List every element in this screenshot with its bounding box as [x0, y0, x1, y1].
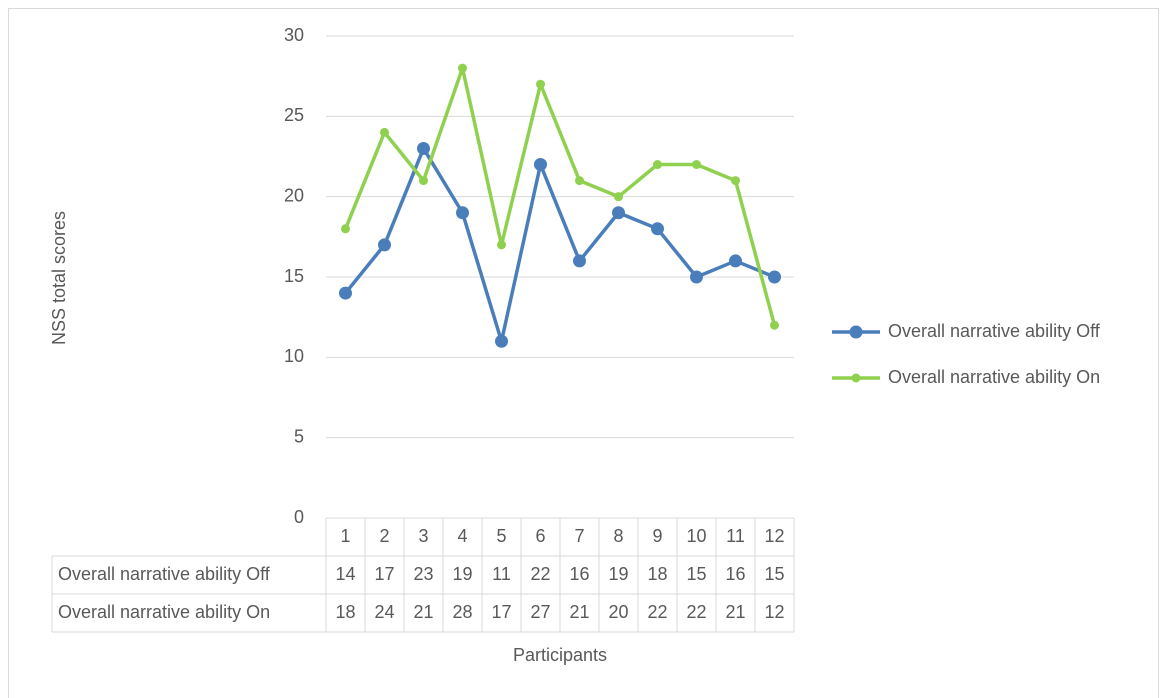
table-value: 22 [530, 564, 550, 584]
legend-marker [851, 373, 861, 383]
table-value: 21 [725, 602, 745, 622]
table-value: 20 [608, 602, 628, 622]
x-tick-label: 3 [418, 526, 428, 546]
table-value: 14 [335, 564, 355, 584]
table-row-label: Overall narrative ability Off [58, 564, 271, 584]
table-value: 16 [725, 564, 745, 584]
data-point [458, 63, 467, 73]
table-value: 22 [686, 602, 706, 622]
data-point [614, 192, 623, 202]
y-tick-label: 25 [284, 105, 304, 125]
table-value: 15 [686, 564, 706, 584]
legend-label: Overall narrative ability On [888, 367, 1100, 387]
y-tick-label: 15 [284, 266, 304, 286]
table-value: 15 [764, 564, 784, 584]
x-tick-label: 2 [379, 526, 389, 546]
y-tick-label: 5 [294, 426, 304, 446]
x-tick-label: 1 [340, 526, 350, 546]
x-tick-label: 12 [764, 526, 784, 546]
y-tick-label: 10 [284, 346, 304, 366]
data-point [495, 334, 508, 348]
data-point [653, 160, 662, 170]
table-value: 21 [569, 602, 589, 622]
table-value: 22 [647, 602, 667, 622]
data-point [456, 206, 469, 220]
data-point [651, 222, 664, 236]
table-value: 17 [491, 602, 511, 622]
data-point [417, 141, 430, 155]
legend-label: Overall narrative ability Off [888, 321, 1101, 341]
series-line [344, 146, 776, 344]
x-tick-label: 6 [535, 526, 545, 546]
table-value: 12 [764, 602, 784, 622]
data-point [575, 176, 584, 186]
y-axis-label: NSS total scores [49, 211, 69, 345]
data-point [573, 254, 586, 268]
table-value: 19 [608, 564, 628, 584]
data-point [534, 158, 547, 172]
data-point [497, 240, 506, 250]
data-point [341, 224, 350, 234]
x-tick-label: 9 [652, 526, 662, 546]
y-tick-label: 30 [284, 25, 304, 45]
x-axis-label: Participants [513, 645, 607, 665]
table-value: 28 [452, 602, 472, 622]
legend-marker [849, 325, 863, 339]
table-value: 23 [413, 564, 433, 584]
x-tick-label: 4 [457, 526, 467, 546]
data-point [692, 160, 701, 170]
x-tick-label: 10 [686, 526, 706, 546]
data-point [690, 270, 703, 284]
y-tick-label: 0 [294, 507, 304, 527]
table-value: 18 [335, 602, 355, 622]
x-tick-label: 5 [496, 526, 506, 546]
table-value: 24 [374, 602, 394, 622]
data-point [612, 206, 625, 220]
data-point [419, 176, 428, 186]
table-value: 18 [647, 564, 667, 584]
table-value: 11 [492, 564, 511, 584]
x-tick-label: 8 [613, 526, 623, 546]
data-point [768, 270, 781, 284]
table-value: 27 [530, 602, 550, 622]
table-value: 21 [413, 602, 433, 622]
table-value: 19 [452, 564, 472, 584]
table-row-label: Overall narrative ability On [58, 602, 270, 622]
x-tick-label: 11 [726, 526, 745, 546]
data-point [770, 320, 779, 330]
data-point [731, 176, 740, 186]
data-point [380, 127, 389, 137]
y-tick-label: 20 [284, 185, 304, 205]
chart-border [8, 8, 1159, 698]
table-value: 17 [374, 564, 394, 584]
data-point [536, 79, 545, 89]
table-value: 16 [569, 564, 589, 584]
series-line [343, 66, 777, 326]
data-point [729, 254, 742, 268]
data-point [339, 286, 352, 300]
x-tick-label: 7 [574, 526, 584, 546]
data-point [378, 238, 391, 252]
